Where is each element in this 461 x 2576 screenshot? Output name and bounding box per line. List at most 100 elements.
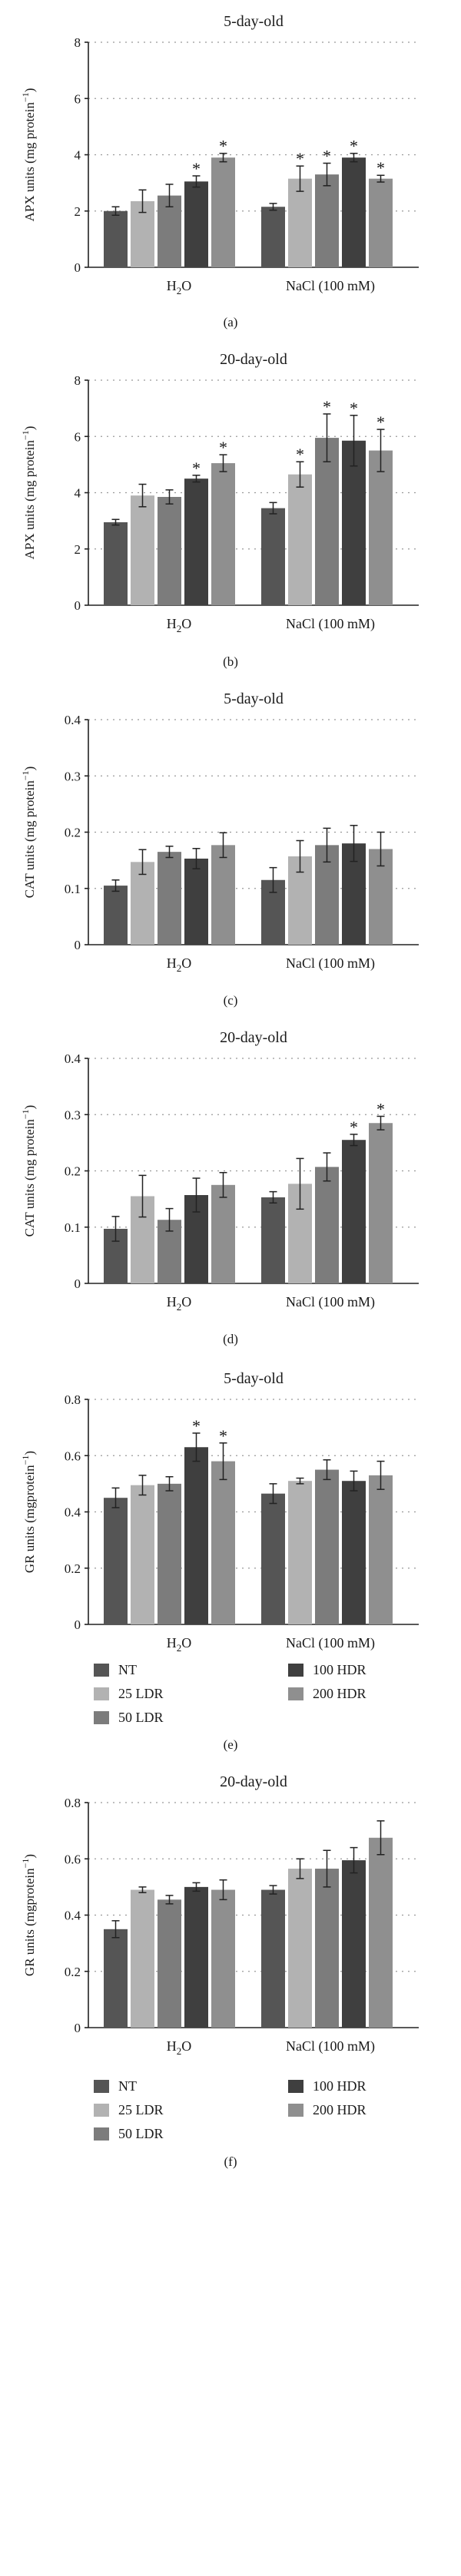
bar (184, 478, 208, 605)
y-tick-label: 0.4 (65, 1909, 81, 1923)
y-tick-label: 0.2 (65, 826, 81, 840)
significance-asterisk: * (296, 149, 304, 168)
group-label-nacl: NaCl (100 mM) (286, 2038, 375, 2055)
legend-label: 25 LDR (118, 1686, 164, 1701)
legend-label: 50 LDR (118, 1710, 164, 1725)
y-tick-label: 0.6 (65, 1449, 81, 1463)
y-tick-label: 0 (75, 260, 81, 275)
group-label-h2o: H2O (167, 278, 192, 296)
legend-label: 200 HDR (313, 1686, 366, 1701)
y-axis-label-exponent: −1 (20, 1859, 31, 1869)
y-tick-label: 0.4 (65, 1505, 81, 1520)
bar (158, 1483, 181, 1624)
y-tick-label: 0 (75, 1617, 81, 1632)
legend-label: 25 LDR (118, 2102, 164, 2117)
panel-label: (b) (223, 654, 238, 669)
group-label-nacl: NaCl (100 mM) (286, 616, 375, 632)
bar (104, 521, 128, 605)
chart-panel-f: 20-day-old 0 0.2 0.4 0.6 0.8 GR units (mgprote… (20, 1773, 419, 2169)
y-axis-label-exponent: −1 (20, 1109, 31, 1119)
significance-asterisk: * (192, 1416, 201, 1435)
y-tick-label: 0.3 (65, 769, 81, 783)
bar (211, 845, 235, 945)
y-tick-label: 2 (75, 204, 81, 219)
panel-label: (f) (224, 2154, 237, 2169)
legend-swatch (94, 2104, 109, 2117)
legend-label: 100 HDR (313, 2078, 366, 2094)
bar (342, 1481, 366, 1624)
y-axis-label-close: ) (22, 88, 37, 93)
group-label-h2o: H2O (167, 1635, 192, 1654)
y-axis-label-main: CAT units (mg protein (22, 780, 37, 899)
legend-label: 50 LDR (118, 2126, 164, 2141)
chart-title: 5-day-old (224, 13, 284, 30)
y-axis-label: CAT units (mg protein−1) (20, 1105, 37, 1237)
group-label-part: O (181, 955, 191, 971)
y-tick-label: 0.6 (65, 1852, 81, 1866)
panel-label: (a) (224, 315, 238, 329)
significance-asterisk: * (296, 445, 304, 464)
y-tick-label: 0.8 (65, 1392, 81, 1407)
y-axis-label-main: CAT units (mg protein (22, 1119, 37, 1237)
significance-asterisk: * (323, 397, 331, 416)
chart-title: 20-day-old (220, 1773, 287, 1790)
group-label-h2o: H2O (167, 955, 192, 974)
bar (342, 440, 366, 605)
y-axis-label-close: ) (22, 1451, 37, 1455)
y-tick-label: 6 (75, 91, 81, 106)
bar (211, 1184, 235, 1283)
legend-label: 100 HDR (313, 1662, 366, 1677)
legend: NT 25 LDR 50 LDR 100 HDR 200 HDR (94, 1662, 366, 1725)
y-tick-label: 0.1 (65, 1220, 81, 1235)
group-label-part: H (167, 955, 177, 971)
bar (288, 178, 312, 267)
legend-label: 200 HDR (313, 2102, 366, 2117)
significance-asterisk: * (219, 137, 227, 156)
bar (369, 1837, 393, 2028)
y-axis-label-exponent: −1 (20, 770, 31, 780)
y-tick-label: 0 (75, 1276, 81, 1291)
group-label-part: H (167, 1294, 177, 1310)
bar (104, 886, 128, 945)
significance-asterisk: * (376, 1099, 385, 1118)
y-axis-label-close: ) (22, 426, 37, 431)
y-axis-label-main: GR units (mgprotein (22, 1465, 37, 1573)
group-label-part: 2 (177, 962, 182, 974)
y-tick-label: 0.4 (65, 713, 81, 727)
panel-label: (e) (224, 1737, 238, 1752)
y-axis-label: GR units (mgprotein−1) (20, 1451, 37, 1573)
group-label-part: 2 (177, 1642, 182, 1654)
panel-label: (c) (224, 993, 238, 1008)
y-tick-label: 8 (75, 35, 81, 50)
y-tick-label: 8 (75, 373, 81, 388)
y-tick-label: 0.8 (65, 1796, 81, 1810)
group-label-part: 2 (177, 1301, 182, 1313)
y-tick-label: 6 (75, 429, 81, 444)
bar (315, 1167, 339, 1283)
group-label-part: O (181, 2038, 191, 2054)
legend-label: NT (118, 2078, 137, 2094)
y-tick-label: 2 (75, 542, 81, 557)
legend-swatch (94, 2127, 109, 2141)
legend: NT 25 LDR 50 LDR 100 HDR 200 HDR (94, 2078, 366, 2141)
bar (288, 1481, 312, 1624)
bar (369, 450, 393, 605)
group-label-part: H (167, 2038, 177, 2054)
group-label-part: H (167, 1635, 177, 1651)
group-label-h2o: H2O (167, 1294, 192, 1313)
group-label-nacl: NaCl (100 mM) (286, 1635, 375, 1651)
bar (211, 1461, 235, 1624)
bar (369, 1475, 393, 1624)
bar (261, 1493, 285, 1624)
bar (158, 496, 181, 605)
chart-panel-b: 20-day-old 0 2 4 6 8 APX units (mg protein−1) *… (20, 351, 419, 669)
bar (342, 157, 366, 267)
bar (104, 1498, 128, 1624)
group-label-part: O (181, 1635, 191, 1651)
bar (131, 495, 154, 605)
group-label-h2o: H2O (167, 616, 192, 634)
bar (131, 1889, 154, 2028)
y-tick-label: 0.2 (65, 1561, 81, 1576)
significance-asterisk: * (323, 146, 331, 165)
